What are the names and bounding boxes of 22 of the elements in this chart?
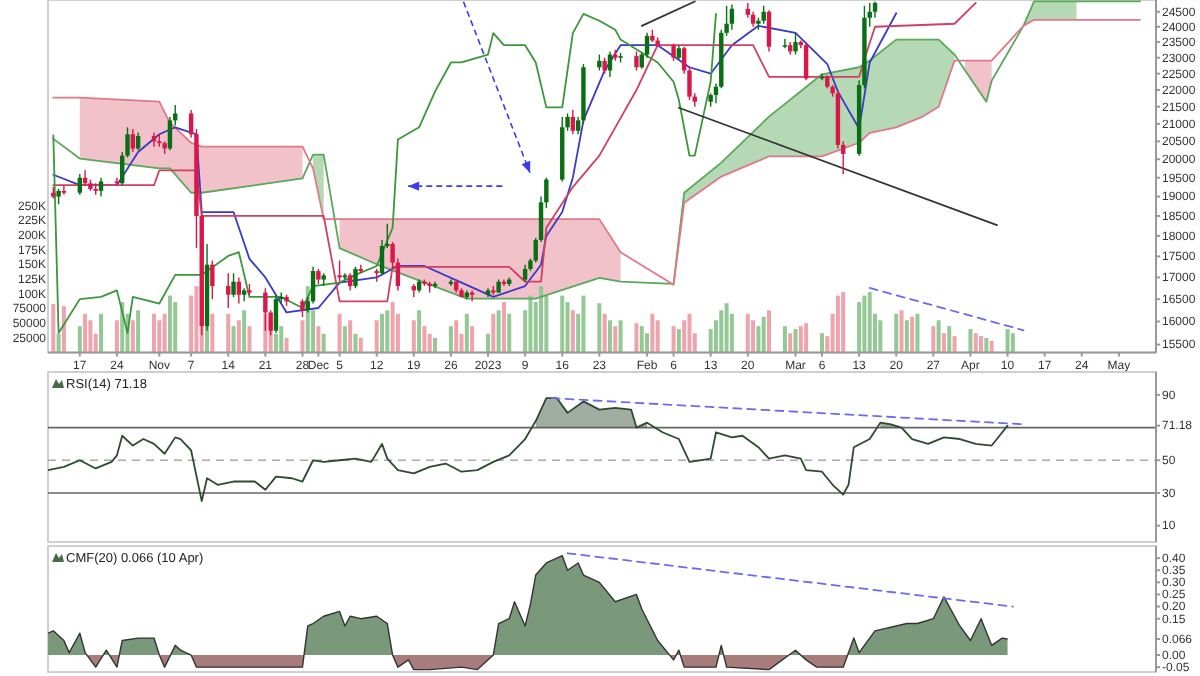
candlestick bbox=[353, 266, 358, 289]
candlestick bbox=[634, 50, 639, 72]
candlestick bbox=[337, 259, 342, 283]
candlestick bbox=[231, 272, 236, 298]
candlestick bbox=[793, 32, 798, 56]
candlestick bbox=[77, 173, 83, 196]
candlestick bbox=[130, 128, 136, 153]
candlestick bbox=[226, 272, 231, 309]
candlestick bbox=[98, 177, 104, 198]
candlestick bbox=[803, 42, 809, 81]
candlestick bbox=[766, 9, 772, 53]
line-series bbox=[48, 397, 1009, 503]
candlestick bbox=[61, 184, 67, 196]
candlestick bbox=[782, 38, 788, 49]
candlestick bbox=[236, 276, 242, 305]
candlestick bbox=[729, 3, 735, 31]
candlestick bbox=[210, 259, 215, 300]
candlestick bbox=[114, 177, 120, 186]
line-series bbox=[52, 12, 717, 334]
candlestick bbox=[310, 266, 316, 305]
candlestick bbox=[570, 109, 576, 135]
candlestick bbox=[273, 294, 279, 334]
